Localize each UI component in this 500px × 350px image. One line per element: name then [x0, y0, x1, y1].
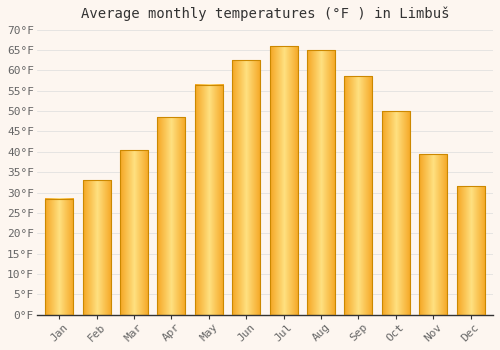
Bar — [232, 60, 260, 315]
Bar — [344, 76, 372, 315]
Title: Average monthly temperatures (°F ) in Limbuš: Average monthly temperatures (°F ) in Li… — [80, 7, 449, 21]
Bar — [120, 150, 148, 315]
Bar — [270, 46, 297, 315]
Bar — [382, 111, 410, 315]
Bar — [456, 187, 484, 315]
Bar — [82, 180, 110, 315]
Bar — [307, 50, 335, 315]
Bar — [158, 117, 186, 315]
Bar — [195, 85, 223, 315]
Bar — [45, 198, 73, 315]
Bar — [419, 154, 447, 315]
